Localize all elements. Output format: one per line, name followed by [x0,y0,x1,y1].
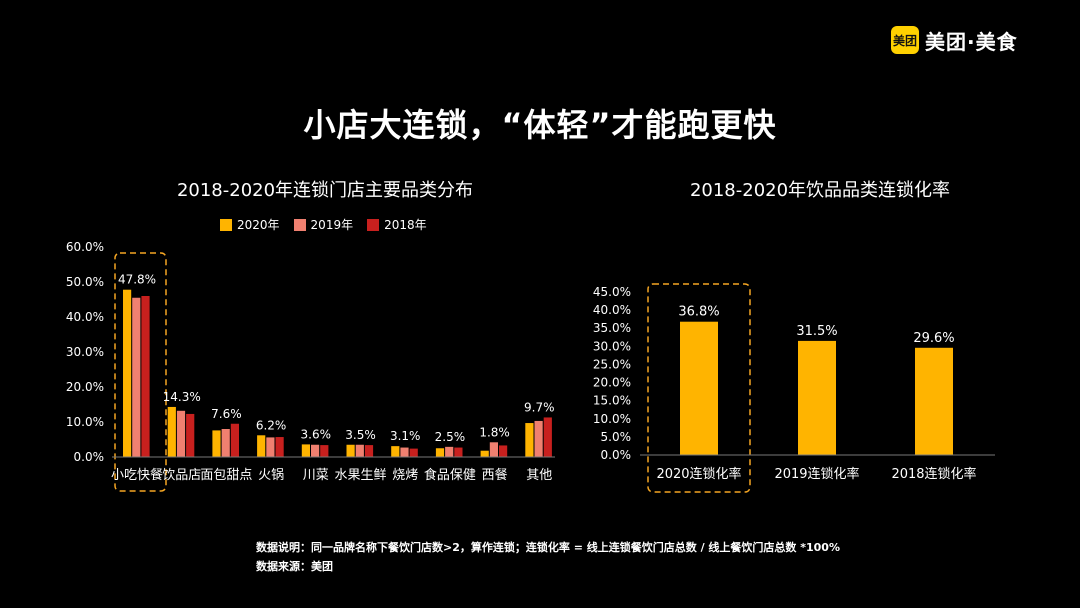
bar-2018连锁化率 [915,347,953,455]
data-label-饮品店: 14.3% [163,390,201,404]
legend-swatch-2019 [293,218,306,231]
left-category-label: 火锅 [258,467,284,483]
left-category-label: 饮品店 [162,468,201,483]
bar-2019年-水果生鲜 [355,444,364,457]
left-ytick-label: 60.0% [66,240,104,254]
left-ytick-label: 50.0% [66,275,104,289]
data-label-烧烤: 3.1% [390,429,421,443]
bar-2018年-其他 [543,417,552,457]
bar-2020年-火锅 [257,435,266,457]
left-chart-title: 2018-2020年连锁门店主要品类分布 [176,180,474,201]
bar-2019年-小吃快餐 [132,297,141,457]
bar-2018年-烧烤 [409,448,418,457]
right-ytick-label: 25.0% [593,357,631,371]
highlight-box-left [114,252,167,492]
legend-swatch-2018 [367,218,380,231]
right-category-label: 2019连锁化率 [774,466,859,482]
data-label-食品保健: 2.5% [435,430,466,444]
right-category-label: 2018连锁化率 [891,466,976,482]
left-category-label: 面包甜点 [200,467,252,483]
left-category-label: 川菜 [303,468,329,483]
legend-item-2018: 2018年 [367,216,427,233]
bar-2020年-其他 [525,423,534,457]
right-ytick-label: 45.0% [593,285,631,299]
bar-2019年-烧烤 [400,447,409,457]
data-label-火锅: 6.2% [256,418,287,432]
data-label-2018连锁化率: 29.6% [913,331,954,346]
legend-label-2020: 2020年 [237,218,280,232]
bar-2019年-面包甜点 [221,429,230,457]
left-chart-legend: 2020年 2019年 2018年 [220,216,427,233]
bar-2018年-水果生鲜 [364,445,374,457]
right-ytick-label: 10.0% [593,412,631,426]
bar-2018年-川菜 [320,445,329,457]
bar-2018年-西餐 [499,445,508,457]
right-ytick-label: 0.0% [601,448,632,462]
bar-2020年-小吃快餐 [123,289,132,457]
page-title: 小店大连锁，“体轻”才能跑更快 [303,106,777,144]
bar-2018年-火锅 [275,437,284,457]
legend-label-2019: 2019年 [310,218,354,232]
right-chart-title: 2018-2020年饮品品类连锁化率 [689,180,951,201]
bar-2019年-其他 [534,420,543,457]
data-label-其他: 9.7% [524,400,555,414]
bar-2019年-川菜 [311,444,320,457]
bar-2020年-西餐 [480,450,489,457]
left-ytick-label: 0.0% [74,450,105,464]
right-category-label: 2020连锁化率 [656,466,741,482]
bar-2019年-西餐 [489,442,498,457]
bar-2020年-水果生鲜 [346,444,355,457]
left-category-label: 水果生鲜 [334,468,386,483]
right-ytick-label: 35.0% [593,321,631,335]
data-label-小吃快餐: 47.8% [118,273,156,287]
right-ytick-label: 5.0% [601,430,632,444]
left-category-label: 小吃快餐 [111,467,163,483]
bar-2019年-火锅 [266,437,275,457]
left-ytick-label: 40.0% [66,310,104,324]
left-category-label: 其他 [526,468,552,483]
bar-2018年-饮品店 [186,413,195,457]
bar-2018年-食品保健 [454,447,463,457]
right-ytick-label: 20.0% [593,376,631,390]
highlight-box-right [647,283,751,493]
footnote-source: 数据来源：美团 [256,560,333,573]
data-label-水果生鲜: 3.5% [345,428,376,442]
bar-2020年-饮品店 [167,406,176,457]
bar-2019年-食品保健 [445,446,454,457]
data-label-西餐: 1.8% [479,425,510,439]
bar-2019连锁化率 [798,340,836,455]
data-label-面包甜点: 7.6% [211,407,242,421]
brand-badge: 美团 [891,26,919,54]
left-ytick-label: 10.0% [66,415,104,429]
bar-2020年-川菜 [301,444,310,457]
bar-2020年-面包甜点 [212,430,221,457]
legend-swatch-2020 [220,218,232,231]
bar-2018年-小吃快餐 [141,296,150,457]
bar-2020年-食品保健 [435,448,445,457]
left-category-label: 食品保健 [424,467,476,483]
data-label-2019连锁化率: 31.5% [796,324,837,339]
left-category-label: 西餐 [482,467,508,483]
data-label-2020连锁化率: 36.8% [678,305,719,320]
legend-label-2018: 2018年 [384,218,427,232]
bar-2018年-面包甜点 [230,423,239,457]
brand-name: 美团·美食 [925,29,1018,54]
bar-2020连锁化率 [680,321,718,455]
footnote-description: 数据说明：同一品牌名称下餐饮门店数>2，算作连锁；连锁化率 = 线上连锁餐饮门店… [256,541,840,554]
brand-logo: 美团 美团·美食 [891,26,1018,54]
right-ytick-label: 40.0% [593,303,631,317]
right-ytick-label: 15.0% [593,394,631,408]
bar-2019年-饮品店 [176,410,186,457]
left-category-label: 烧烤 [392,468,418,483]
left-ytick-label: 30.0% [66,345,104,359]
right-ytick-label: 30.0% [593,339,631,353]
bar-2020年-烧烤 [391,446,400,457]
data-label-川菜: 3.6% [301,427,332,441]
legend-item-2019: 2019年 [293,216,354,233]
legend-item-2020: 2020年 [220,216,280,233]
left-ytick-label: 20.0% [66,380,104,394]
